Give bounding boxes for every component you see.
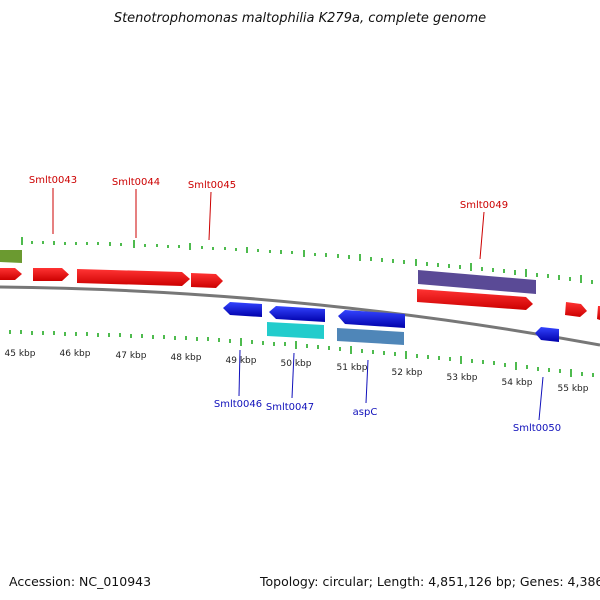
forward-strand-features <box>0 268 600 320</box>
label-leader-line <box>479 211 485 260</box>
scale-label: 55 kbp <box>558 384 589 394</box>
label-leader-line <box>208 191 212 241</box>
accession-label: Accession: NC_010943 <box>9 574 152 589</box>
gene-label-forward[interactable]: Smlt0045 <box>188 180 236 191</box>
outer-tick-marks <box>21 237 593 284</box>
forward-secondary-features <box>0 250 536 294</box>
label-leader-line <box>291 352 295 399</box>
label-leader-line <box>538 376 544 421</box>
feature-block-cyan[interactable] <box>267 322 324 339</box>
scale-labels: 45 kbp 46 kbp 47 kbp 48 kbp 49 kbp 50 kb… <box>5 349 589 394</box>
topology-label: Topology: circular; Length: 4,851,126 bp… <box>260 574 600 589</box>
scale-label: 54 kbp <box>502 378 533 388</box>
feature-block-purple[interactable] <box>418 270 536 294</box>
scale-label: 51 kbp <box>337 363 368 373</box>
gene-label-reverse[interactable]: Smlt0050 <box>513 423 561 434</box>
label-leader-line <box>238 349 241 397</box>
genome-backbone <box>0 285 600 347</box>
gene-label-reverse[interactable]: Smlt0047 <box>266 402 314 413</box>
gene-arrow-reverse[interactable] <box>535 327 559 342</box>
scale-label: 46 kbp <box>60 349 91 359</box>
forward-gene-labels: Smlt0043 Smlt0044 Smlt0045 Smlt0049 <box>29 175 508 260</box>
gene-arrow-forward[interactable] <box>33 268 69 281</box>
gene-label-forward[interactable]: Smlt0049 <box>460 200 508 211</box>
gene-arrow-reverse[interactable] <box>269 306 325 322</box>
gene-label-reverse[interactable]: Smlt0046 <box>214 399 262 410</box>
scale-label: 48 kbp <box>171 353 202 363</box>
feature-block-olive[interactable] <box>0 250 22 263</box>
scale-label: 50 kbp <box>281 359 312 369</box>
gene-label-forward[interactable]: Smlt0044 <box>112 177 160 188</box>
gene-arrow-forward[interactable] <box>191 273 223 288</box>
gene-arrow-forward[interactable] <box>565 302 587 317</box>
scale-label: 47 kbp <box>116 351 147 361</box>
scale-label: 53 kbp <box>447 373 478 383</box>
gene-arrow-forward[interactable] <box>597 306 600 320</box>
gene-label-reverse[interactable]: aspC <box>353 407 378 418</box>
reverse-strand-features <box>223 302 559 342</box>
inner-tick-marks <box>9 330 594 377</box>
gene-arrow-reverse[interactable] <box>223 302 262 317</box>
feature-block-steelblue[interactable] <box>337 328 404 345</box>
label-leader-line <box>365 359 369 404</box>
scale-label: 45 kbp <box>5 349 36 359</box>
gene-arrow-forward[interactable] <box>417 289 533 310</box>
map-title: Stenotrophomonas maltophilia K279a, comp… <box>114 11 486 26</box>
gene-arrow-forward[interactable] <box>0 268 22 280</box>
gene-arrow-forward[interactable] <box>77 269 190 286</box>
gene-arrow-reverse[interactable] <box>338 310 405 328</box>
gene-label-forward[interactable]: Smlt0043 <box>29 175 77 186</box>
reverse-gene-labels: Smlt0046 Smlt0047 aspC Smlt0050 <box>214 349 561 434</box>
scale-label: 52 kbp <box>392 368 423 378</box>
reverse-secondary-features <box>267 322 404 345</box>
scale-label: 49 kbp <box>226 356 257 366</box>
